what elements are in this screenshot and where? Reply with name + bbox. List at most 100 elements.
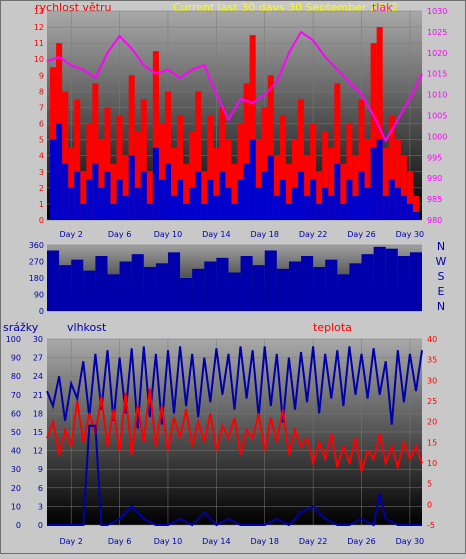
humidity-y-ticks: 0 3 6 9 12 15 18 21 24 27 30 <box>33 335 43 530</box>
direction-bar <box>107 274 120 311</box>
wind-speed-bar <box>400 155 407 220</box>
wind-x-ticks: Day 2 Day 6 Day 10 Day 14 Day 18 Day 22 Day 26… <box>59 230 424 239</box>
temperature-y-tick-label: 30 <box>427 376 437 385</box>
wind-speed-bar <box>104 107 111 220</box>
temperature-y-ticks: -5 0 5 10 15 20 25 30 35 40 <box>427 335 437 530</box>
wind-speed-bar <box>80 171 87 220</box>
rain-y-tick-label: 60 <box>11 409 21 418</box>
direction-bar <box>167 252 181 311</box>
rain-axis-label: srážky <box>3 321 39 334</box>
humidity-y-tick-label: 3 <box>38 502 43 511</box>
wind-speed-bar <box>86 123 93 220</box>
wind-speed-bar <box>110 163 117 220</box>
wind-gust-bar <box>98 187 105 220</box>
wind-x-tick-label: Day 30 <box>396 230 425 239</box>
wind-speed-bar <box>207 115 214 220</box>
wind-gust-bar <box>104 171 111 220</box>
direction-bar <box>216 257 229 311</box>
rain-y-tick-label: 90 <box>11 354 21 363</box>
wind-y-tick-label: 7 <box>39 103 44 112</box>
direction-bar <box>143 267 156 311</box>
wind-gust-bar <box>201 203 208 220</box>
humidity-axis-label: vlhkost <box>67 321 107 334</box>
wind-x-tick-label: Day 10 <box>154 230 183 239</box>
wind-y-tick-label: 9 <box>39 71 44 80</box>
wind-gust-bar <box>134 187 141 220</box>
wind-speed-bar <box>183 163 190 220</box>
wind-speed-bar <box>146 171 153 220</box>
wind-speed-bar <box>340 163 347 220</box>
direction-bar <box>276 268 289 311</box>
humidity-y-tick-label: 18 <box>33 409 43 418</box>
rain-y-tick-label: 50 <box>11 428 21 437</box>
climate-x-tick-label: Day 30 <box>396 537 425 546</box>
wind-y-tick-label: 0 <box>39 216 44 225</box>
wind-speed-bar <box>273 155 280 220</box>
wind-gust-bar <box>316 203 323 220</box>
pressure-y-tick-label: 1015 <box>427 70 447 79</box>
humidity-y-tick-label: 24 <box>33 372 43 381</box>
wind-speed-bar <box>352 155 359 220</box>
wind-speed-bar <box>62 91 69 220</box>
wind-speed-bar <box>304 155 311 220</box>
wind-y-tick-label: 5 <box>39 136 44 145</box>
humidity-y-tick-label: 6 <box>38 484 43 493</box>
wind-speed-bar <box>364 139 371 220</box>
rain-y-tick-label: 80 <box>11 372 21 381</box>
wind-gust-bar <box>140 171 147 220</box>
temperature-line <box>46 388 423 472</box>
direction-bar <box>313 267 326 311</box>
compass-label: N <box>437 240 445 253</box>
wind-x-tick-label: Day 14 <box>202 230 231 239</box>
direction-bar <box>301 256 314 311</box>
wind-speed-bar <box>328 147 335 220</box>
wind-x-tick-label: Day 6 <box>108 230 131 239</box>
wind-x-tick-label: Day 26 <box>347 230 376 239</box>
wind-gust-bar <box>412 211 419 220</box>
direction-bar <box>47 250 60 311</box>
wind-gust-bar <box>116 179 123 220</box>
wind-speed-bar <box>249 35 256 220</box>
direction-bar <box>95 256 108 311</box>
rain-y-tick-label: 70 <box>11 391 21 400</box>
rain-y-tick-label: 0 <box>16 521 21 530</box>
direction-bar <box>385 248 398 311</box>
direction-bar <box>349 263 362 311</box>
climate-x-tick-label: Day 2 <box>59 537 82 546</box>
wind-y-tick-label: 11 <box>34 39 44 48</box>
wind-gust-bar <box>273 195 280 220</box>
pressure-y-tick-label: 985 <box>427 195 442 204</box>
wind-speed-bar <box>225 139 232 220</box>
climate-x-tick-label: Day 6 <box>108 537 131 546</box>
wind-y-tick-label: 8 <box>39 87 44 96</box>
climate-x-tick-label: Day 10 <box>154 537 183 546</box>
wind-gust-bar <box>164 163 171 220</box>
pressure-y-tick-label: 990 <box>427 174 442 183</box>
direction-y-tick-label: 0 <box>39 307 44 316</box>
temperature-y-tick-label: 15 <box>427 438 437 447</box>
direction-bar <box>155 263 168 311</box>
wind-gust-bar <box>207 179 214 220</box>
humidity-y-tick-label: 15 <box>33 428 43 437</box>
wind-gust-bar <box>92 163 99 220</box>
wind-speed-bar <box>201 171 208 220</box>
wind-speed-bar <box>122 155 129 220</box>
wind-y-tick-label: 10 <box>34 55 44 64</box>
direction-bar <box>83 270 96 311</box>
wind-gust-bar <box>279 179 286 220</box>
wind-speed-bar <box>134 131 141 220</box>
wind-speed-bar <box>170 147 178 220</box>
wind-gust-bar <box>340 203 347 220</box>
direction-bar <box>361 254 374 311</box>
pressure-y-tick-label: 1020 <box>427 49 447 58</box>
wind-gust-bar <box>370 147 377 220</box>
wind-gust-bar <box>177 179 184 220</box>
wind-y-tick-label: 1 <box>39 200 44 209</box>
direction-bar <box>192 268 205 311</box>
wind-gust-bar <box>213 195 220 220</box>
pressure-y-tick-label: 995 <box>427 153 442 162</box>
wind-speed-bar <box>68 147 75 220</box>
wind-x-tick-label: Day 22 <box>299 230 328 239</box>
wind-gust-bar <box>110 203 117 220</box>
